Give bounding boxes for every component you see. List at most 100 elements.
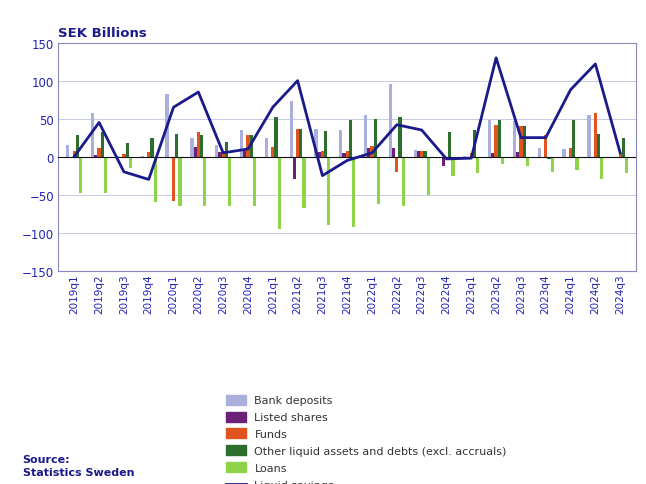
Bar (165, 94, 169, 157)
Bar (172, 157, 175, 201)
Bar (352, 157, 355, 227)
Bar (576, 157, 579, 171)
Bar (339, 131, 342, 157)
Bar (619, 153, 622, 157)
Bar (72, 152, 76, 157)
Bar (318, 153, 321, 157)
Bar (491, 153, 494, 157)
Bar (622, 138, 625, 157)
Bar (523, 127, 526, 157)
Bar (225, 143, 228, 157)
Bar (91, 113, 94, 157)
Bar (101, 133, 104, 157)
Bar (271, 148, 275, 157)
Bar (76, 136, 79, 157)
Bar (616, 157, 619, 159)
Bar (129, 157, 132, 168)
Bar (488, 121, 491, 157)
Bar (572, 121, 576, 157)
Bar (497, 121, 501, 157)
Bar (547, 157, 550, 160)
Bar (324, 132, 328, 157)
Bar (519, 127, 523, 157)
Bar (116, 156, 119, 157)
Bar (367, 148, 370, 157)
Bar (349, 121, 352, 157)
Bar (587, 116, 590, 157)
Bar (147, 153, 151, 157)
Bar (151, 138, 154, 157)
Bar (278, 157, 281, 229)
Bar (473, 131, 476, 157)
Bar (69, 157, 72, 159)
Bar (370, 147, 373, 157)
Bar (299, 129, 302, 157)
Bar (228, 157, 231, 207)
Bar (402, 157, 405, 207)
Bar (597, 135, 600, 157)
Bar (494, 125, 497, 157)
Bar (218, 153, 222, 157)
Bar (249, 136, 253, 157)
Bar (240, 131, 243, 157)
Bar (526, 157, 529, 166)
Bar (476, 157, 479, 174)
Bar (122, 154, 125, 157)
Bar (346, 151, 349, 157)
Bar (253, 157, 256, 207)
Bar (563, 150, 566, 157)
Bar (594, 113, 597, 157)
Bar (550, 157, 554, 172)
Bar (191, 138, 194, 157)
Bar (104, 157, 107, 194)
Bar (423, 151, 426, 157)
Bar (328, 157, 331, 226)
Bar (377, 157, 380, 204)
Bar (315, 129, 318, 157)
Text: SEK Billions: SEK Billions (58, 27, 147, 40)
Bar (66, 146, 69, 157)
Bar (203, 157, 207, 207)
Bar (516, 153, 519, 157)
Bar (321, 151, 324, 157)
Bar (389, 85, 392, 157)
Bar (222, 151, 225, 157)
Bar (293, 157, 296, 180)
Bar (448, 132, 452, 157)
Bar (246, 136, 249, 157)
Bar (373, 120, 377, 157)
Bar (395, 157, 399, 172)
Bar (439, 157, 442, 159)
Text: Source:
Statistics Sweden: Source: Statistics Sweden (23, 454, 134, 477)
Bar (466, 157, 470, 160)
Bar (501, 157, 504, 165)
Bar (612, 157, 616, 159)
Bar (141, 156, 144, 157)
Bar (625, 157, 629, 174)
Bar (265, 138, 268, 157)
Bar (442, 157, 445, 166)
Bar (200, 136, 203, 157)
Bar (426, 157, 430, 195)
Bar (463, 156, 466, 157)
Bar (417, 152, 420, 157)
Bar (513, 121, 516, 157)
Bar (399, 118, 402, 157)
Bar (544, 136, 547, 157)
Bar (342, 153, 346, 157)
Bar (215, 146, 218, 157)
Bar (79, 157, 82, 194)
Bar (178, 157, 182, 207)
Bar (296, 129, 299, 157)
Bar (302, 157, 306, 208)
Bar (194, 148, 197, 157)
Bar (392, 148, 395, 157)
Bar (470, 153, 473, 157)
Legend: Bank deposits, Listed shares, Funds, Other liquid assets and debts (excl. accrua: Bank deposits, Listed shares, Funds, Oth… (225, 395, 507, 484)
Bar (94, 156, 98, 157)
Bar (452, 157, 455, 176)
Bar (197, 133, 200, 157)
Bar (600, 157, 603, 180)
Bar (125, 144, 129, 157)
Bar (154, 157, 157, 203)
